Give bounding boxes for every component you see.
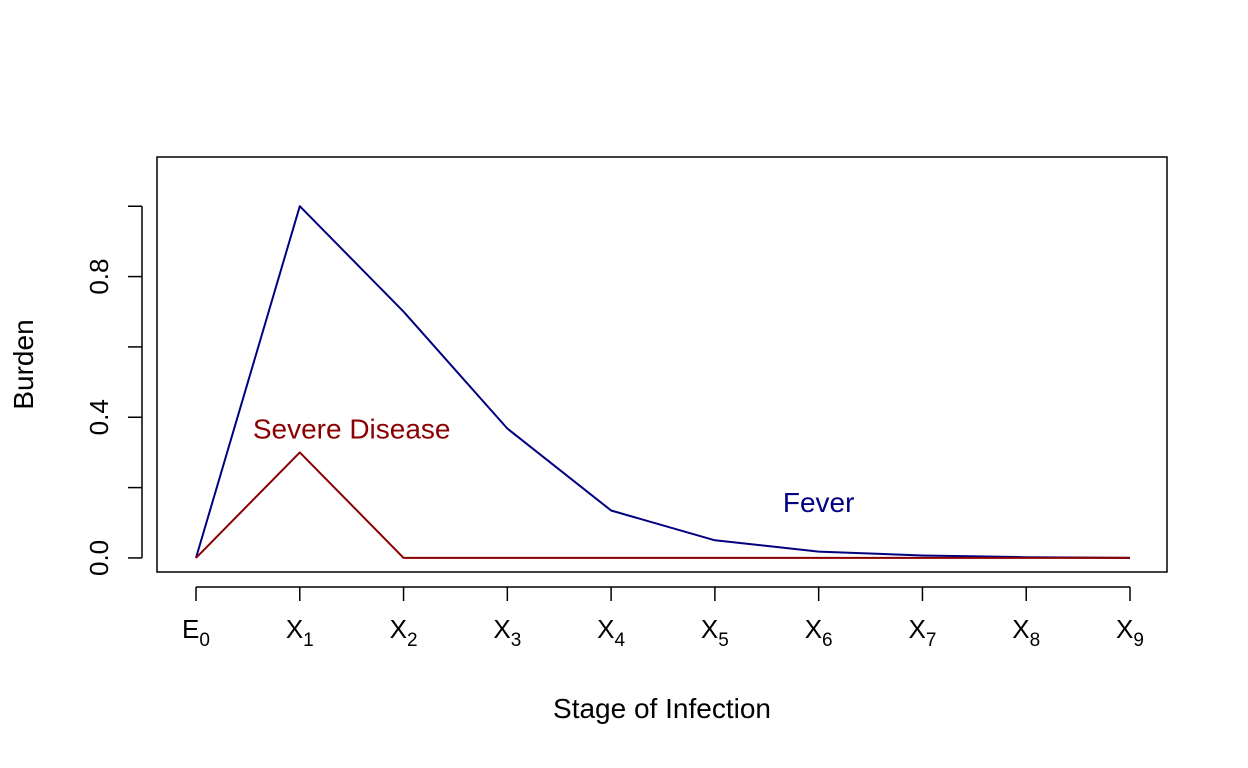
plot-border bbox=[156, 156, 1168, 573]
x-tick-label: X1 bbox=[286, 614, 314, 651]
x-tick-label: X9 bbox=[1116, 614, 1144, 651]
plot-frame bbox=[156, 156, 1168, 573]
x-tick-label: X3 bbox=[493, 614, 521, 651]
y-axis-title: Burden bbox=[8, 319, 39, 409]
y-tick-label: 0.0 bbox=[84, 540, 114, 576]
x-tick-label: X6 bbox=[805, 614, 833, 651]
y-tick-label: 0.4 bbox=[84, 399, 114, 435]
y-axis: 0.0 0.4 0.8 bbox=[84, 205, 143, 576]
series-line-severe-disease bbox=[195, 451, 1130, 559]
label-layer: Fever Severe Disease bbox=[253, 413, 855, 518]
x-axis: E0 X1 X2 X3 X4 X5 X6 X7 X8 X9 bbox=[182, 586, 1144, 651]
series-layer bbox=[195, 205, 1131, 559]
x-tick-label: X8 bbox=[1012, 614, 1040, 651]
x-tick-label: X2 bbox=[390, 614, 418, 651]
x-tick-label: E0 bbox=[182, 614, 210, 651]
x-tick-label: X7 bbox=[908, 614, 936, 651]
x-tick-label: X4 bbox=[597, 614, 625, 651]
series-label-severe-disease: Severe Disease bbox=[253, 413, 451, 444]
series-line-fever bbox=[195, 205, 1131, 559]
x-axis-title: Stage of Infection bbox=[553, 693, 771, 724]
series-label-fever: Fever bbox=[783, 487, 855, 518]
y-tick-label: 0.8 bbox=[84, 258, 114, 294]
x-tick-label: X5 bbox=[701, 614, 729, 651]
